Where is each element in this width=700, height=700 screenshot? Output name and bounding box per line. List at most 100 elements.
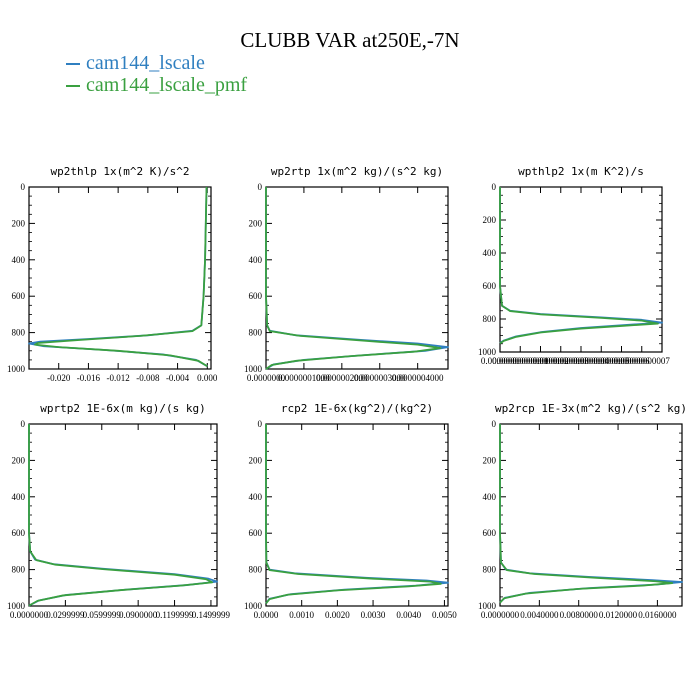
panel-5-ytick-label-0: 0 [258, 419, 263, 429]
panel-5-ytick-label-2: 400 [249, 492, 263, 502]
legend-item-1: cam144_lscale [66, 52, 247, 74]
panel-6-ytick-label-1: 200 [483, 455, 497, 465]
legend-label-1: cam144_lscale [86, 52, 205, 74]
panel-6-series-1-line [499, 424, 683, 604]
panel-4-ytick-label-1: 200 [12, 455, 26, 465]
panel-6-ytick-label-3: 600 [483, 528, 497, 538]
panel-3-xtick-label-5: 0.00000000005 [573, 356, 630, 366]
panel-2-xtick-label-0: 0.0000000 [247, 373, 286, 383]
panel-5-xtick-label-3: 0.0030 [361, 610, 386, 620]
legend-line-1 [66, 63, 80, 65]
legend-item-2: cam144_lscale_pmf [66, 74, 247, 96]
panel-2-xtick-label-2: 0.0000002000 [316, 373, 368, 383]
panel-3-xtick-label-3: 0.00000000003 [533, 356, 590, 366]
panel-5-series-1-line [265, 424, 449, 604]
panel-1-ytick-label-4: 800 [12, 328, 26, 338]
panel-1-xtick-label-4: -0.004 [166, 373, 190, 383]
panel-4-frame [28, 423, 218, 607]
panel-2-ytick-label-2: 400 [249, 255, 263, 265]
legend: cam144_lscale cam144_lscale_pmf [66, 52, 247, 96]
panel-5-xtick-label-0: 0.0000 [254, 610, 279, 620]
panel-5-title: rcp2 1E-6x(kg^2)/(kg^2) [281, 402, 433, 415]
panel-6-ytick-label-5: 1000 [478, 601, 497, 611]
panel-5-ytick-label-3: 600 [249, 528, 263, 538]
figure-title: CLUBB VAR at250E,-7N [240, 28, 460, 52]
panel-3-series-2-line [499, 187, 659, 345]
panel-3-xtick-label-7: 0.00000000007 [614, 356, 671, 366]
panel-3-xtick-label-0: 0.0000000 [481, 356, 520, 366]
panel-4-ytick-label-5: 1000 [7, 601, 26, 611]
panel-1-series-1-line [28, 186, 208, 368]
panel-2-xtick-label-1: 0.0000001000 [278, 373, 330, 383]
panel-2-ytick-label-0: 0 [258, 182, 263, 192]
panel-4-xtick-label-2: 0.0599999 [83, 610, 122, 620]
panel-2-xtick-label-4: 0.0000004000 [392, 373, 444, 383]
panel-6-title: wp2rcp 1E-3x(m^2 kg)/(s^2 kg) [495, 402, 687, 415]
panel-3-ytick-label-5: 1000 [478, 347, 497, 357]
panel-1-xtick-label-5: 0.000 [197, 373, 218, 383]
panel-2-ytick-label-4: 800 [249, 328, 263, 338]
legend-line-2 [66, 85, 80, 87]
panel-1-title: wp2thlp 1x(m^2 K)/s^2 [50, 165, 189, 178]
panel-1-ytick-label-5: 1000 [7, 364, 26, 374]
panel-5-xtick-label-1: 0.0010 [289, 610, 314, 620]
panel-3-ytick-label-3: 600 [483, 281, 497, 291]
panel-4-ytick-label-2: 400 [12, 492, 26, 502]
panel-6-xtick-label-4: 0.0160000 [638, 610, 677, 620]
panel-1-series-2-line [34, 186, 208, 368]
panel-5-ytick-label-1: 200 [249, 455, 263, 465]
panel-6-series-2-line [499, 424, 674, 604]
panel-3-ytick-label-4: 800 [483, 314, 497, 324]
panel-2-ytick-label-1: 200 [249, 218, 263, 228]
panel-1-ytick-label-2: 400 [12, 255, 26, 265]
panel-5-ytick-label-4: 800 [249, 565, 263, 575]
panel-4-ytick-label-0: 0 [21, 419, 26, 429]
panel-4-title: wprtp2 1E-6x(m kg)/(s kg) [40, 402, 206, 415]
panel-6-xtick-label-1: 0.0040000 [520, 610, 559, 620]
panel-3-ytick-label-0: 0 [492, 182, 497, 192]
panel-3-xtick-label-1: 0.00000000001 [492, 356, 548, 366]
panel-1-xtick-label-1: -0.016 [77, 373, 101, 383]
panel-3-ytick-label-1: 200 [483, 215, 497, 225]
panel-2-series-1-line [265, 187, 449, 370]
panel-1-xtick-label-2: -0.012 [107, 373, 130, 383]
panel-3-ytick-label-2: 400 [483, 248, 497, 258]
panel-2-ytick-label-5: 1000 [244, 364, 263, 374]
panel-4-xtick-label-1: 0.0299999 [46, 610, 85, 620]
panel-1-ytick-label-3: 600 [12, 291, 26, 301]
panel-3-xtick-label-6: 0.00000000006 [593, 356, 650, 366]
panel-1-xtick-label-0: -0.020 [47, 373, 71, 383]
panel-2-title: wp2rtp 1x(m^2 kg)/(s^2 kg) [271, 165, 443, 178]
panel-4-ytick-label-3: 600 [12, 528, 26, 538]
panel-5-ytick-label-5: 1000 [244, 601, 263, 611]
panel-4-series-1-line [28, 424, 218, 607]
panel-4-ytick-label-4: 800 [12, 565, 26, 575]
panel-5-frame [265, 423, 449, 607]
panel-2-xtick-label-3: 0.0000003000 [354, 373, 406, 383]
panel-5-xtick-label-2: 0.0020 [325, 610, 350, 620]
panel-6-xtick-label-3: 0.0120000 [599, 610, 638, 620]
panel-3-xtick-label-4: 0.00000000004 [553, 356, 610, 366]
panel-1-ytick-label-1: 200 [12, 218, 26, 228]
panel-6-ytick-label-2: 400 [483, 492, 497, 502]
panel-6-ytick-label-0: 0 [492, 419, 497, 429]
legend-label-2: cam144_lscale_pmf [86, 74, 248, 96]
panel-4-xtick-label-0: 0.0000000 [10, 610, 49, 620]
panel-6-ytick-label-4: 800 [483, 565, 497, 575]
panel-2-frame [265, 186, 449, 370]
panel-6-frame [499, 423, 683, 607]
panel-4-xtick-label-5: 0.1499999 [192, 610, 231, 620]
panel-6-xtick-label-2: 0.0080000 [560, 610, 599, 620]
panel-3-xtick-label-2: 0.00000000002 [512, 356, 568, 366]
panel-5-xtick-label-4: 0.0040 [396, 610, 421, 620]
panel-2-series-2-line [265, 187, 442, 370]
panel-2-ytick-label-3: 600 [249, 291, 263, 301]
panel-1-ytick-label-0: 0 [21, 182, 26, 192]
panel-5-series-2-line [265, 424, 442, 605]
panel-4-series-2-line [28, 424, 214, 607]
panel-6-xtick-label-0: 0.0000000 [481, 610, 520, 620]
panel-1-xtick-label-3: -0.008 [136, 373, 160, 383]
panel-4-xtick-label-4: 0.1199999 [156, 610, 194, 620]
panel-3-title: wpthlp2 1x(m K^2)/s [518, 165, 644, 178]
